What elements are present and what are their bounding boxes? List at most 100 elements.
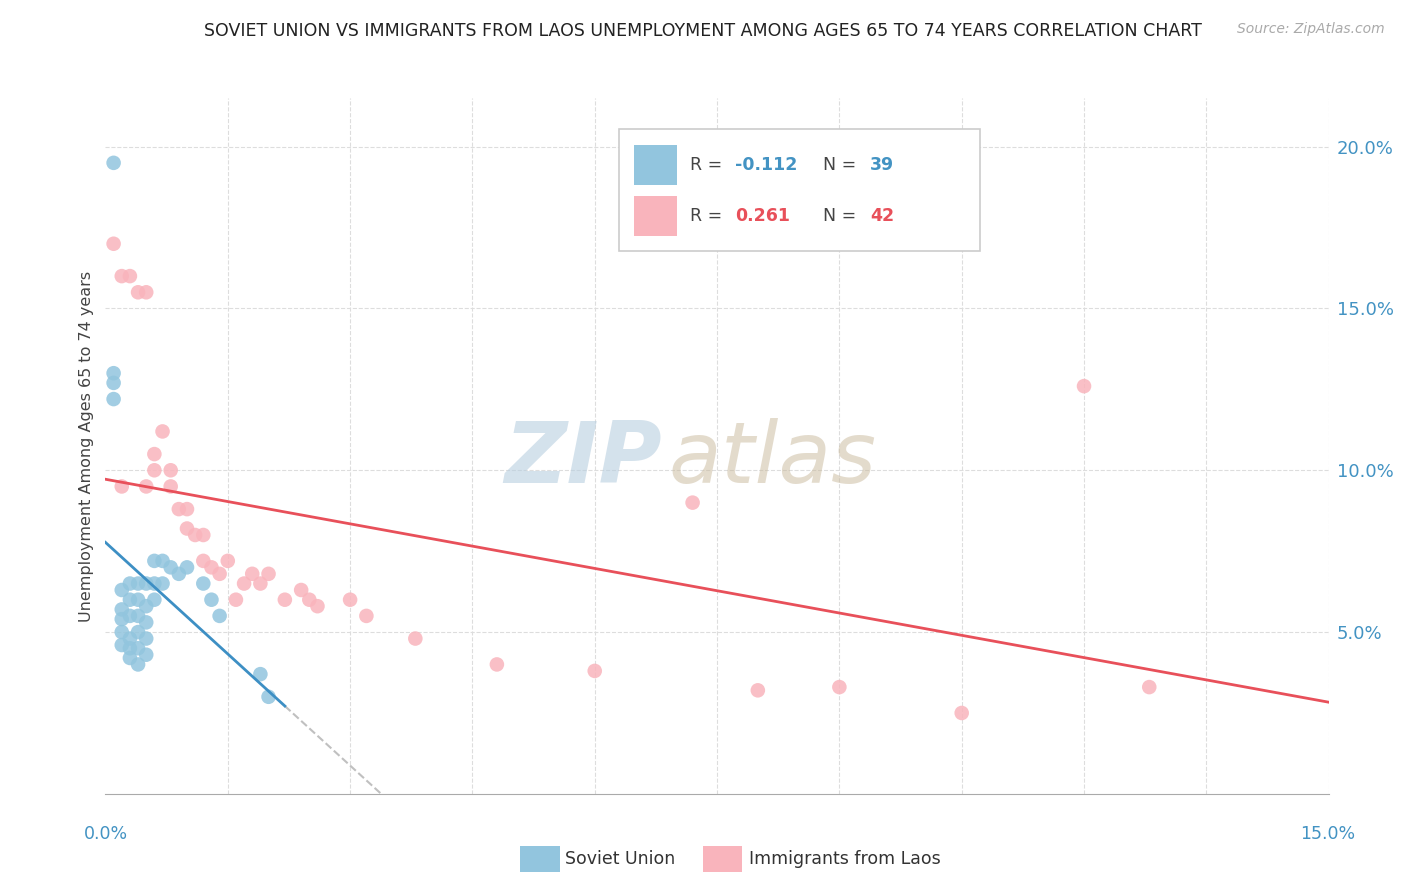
- Point: [485, 657, 508, 672]
- Point: [118, 632, 141, 646]
- Point: [143, 447, 166, 461]
- Point: [118, 592, 141, 607]
- Point: [828, 680, 851, 694]
- Point: [135, 632, 157, 646]
- Point: [111, 612, 134, 626]
- Point: [103, 376, 125, 390]
- Text: R =: R =: [690, 207, 728, 225]
- Point: [111, 479, 134, 493]
- Point: [118, 608, 141, 623]
- Point: [307, 599, 329, 614]
- Point: [135, 599, 157, 614]
- Point: [950, 706, 973, 720]
- Point: [152, 554, 174, 568]
- Point: [143, 576, 166, 591]
- Point: [135, 648, 157, 662]
- Point: [152, 576, 174, 591]
- Point: [143, 554, 166, 568]
- Text: R =: R =: [690, 156, 728, 174]
- Point: [118, 651, 141, 665]
- Point: [217, 554, 239, 568]
- Point: [143, 463, 166, 477]
- Point: [152, 425, 174, 439]
- Text: ZIP: ZIP: [505, 418, 662, 501]
- Text: -0.112: -0.112: [735, 156, 797, 174]
- Point: [159, 560, 181, 574]
- Point: [118, 576, 141, 591]
- Point: [135, 479, 157, 493]
- Point: [135, 576, 157, 591]
- Point: [103, 392, 125, 406]
- Point: [682, 495, 704, 509]
- Point: [118, 269, 141, 284]
- Point: [127, 285, 149, 300]
- Point: [127, 625, 149, 640]
- Point: [208, 566, 231, 581]
- Point: [1137, 680, 1160, 694]
- Point: [257, 566, 280, 581]
- Bar: [634, 145, 676, 186]
- Point: [118, 641, 141, 656]
- Point: [167, 566, 190, 581]
- Text: SOVIET UNION VS IMMIGRANTS FROM LAOS UNEMPLOYMENT AMONG AGES 65 TO 74 YEARS CORR: SOVIET UNION VS IMMIGRANTS FROM LAOS UNE…: [204, 22, 1202, 40]
- Text: 0.261: 0.261: [735, 207, 790, 225]
- Point: [233, 576, 256, 591]
- Point: [111, 602, 134, 616]
- Point: [1073, 379, 1095, 393]
- Point: [159, 463, 181, 477]
- Point: [127, 608, 149, 623]
- Point: [240, 566, 263, 581]
- Point: [339, 592, 361, 607]
- Point: [200, 592, 222, 607]
- Point: [257, 690, 280, 704]
- Point: [184, 528, 207, 542]
- Point: [111, 625, 134, 640]
- Y-axis label: Unemployment Among Ages 65 to 74 years: Unemployment Among Ages 65 to 74 years: [79, 270, 94, 622]
- Point: [135, 615, 157, 630]
- Point: [135, 285, 157, 300]
- Point: [290, 582, 312, 597]
- Point: [111, 582, 134, 597]
- Text: Immigrants from Laos: Immigrants from Laos: [749, 850, 941, 868]
- Point: [208, 608, 231, 623]
- Point: [167, 502, 190, 516]
- Point: [200, 560, 222, 574]
- Point: [159, 479, 181, 493]
- Point: [127, 641, 149, 656]
- Point: [176, 522, 198, 536]
- Text: Soviet Union: Soviet Union: [565, 850, 675, 868]
- Point: [583, 664, 606, 678]
- Point: [103, 156, 125, 170]
- Point: [143, 592, 166, 607]
- Text: N =: N =: [824, 156, 862, 174]
- Point: [127, 592, 149, 607]
- Point: [356, 608, 378, 623]
- Text: 15.0%: 15.0%: [1299, 825, 1355, 843]
- Text: 42: 42: [870, 207, 894, 225]
- Text: N =: N =: [824, 207, 862, 225]
- Point: [747, 683, 769, 698]
- Text: 0.0%: 0.0%: [83, 825, 128, 843]
- Point: [176, 560, 198, 574]
- Point: [127, 576, 149, 591]
- Bar: [619, 129, 980, 252]
- Point: [127, 657, 149, 672]
- Point: [274, 592, 297, 607]
- Point: [103, 366, 125, 380]
- Point: [193, 528, 215, 542]
- Point: [111, 269, 134, 284]
- Point: [111, 638, 134, 652]
- Point: [298, 592, 321, 607]
- Bar: [634, 195, 676, 235]
- Point: [103, 236, 125, 251]
- Text: Source: ZipAtlas.com: Source: ZipAtlas.com: [1237, 22, 1385, 37]
- Point: [225, 592, 247, 607]
- Point: [249, 576, 271, 591]
- Text: 39: 39: [870, 156, 894, 174]
- Point: [624, 220, 647, 235]
- Point: [193, 554, 215, 568]
- Point: [176, 502, 198, 516]
- Point: [249, 667, 271, 681]
- Point: [193, 576, 215, 591]
- Text: atlas: atlas: [668, 418, 876, 501]
